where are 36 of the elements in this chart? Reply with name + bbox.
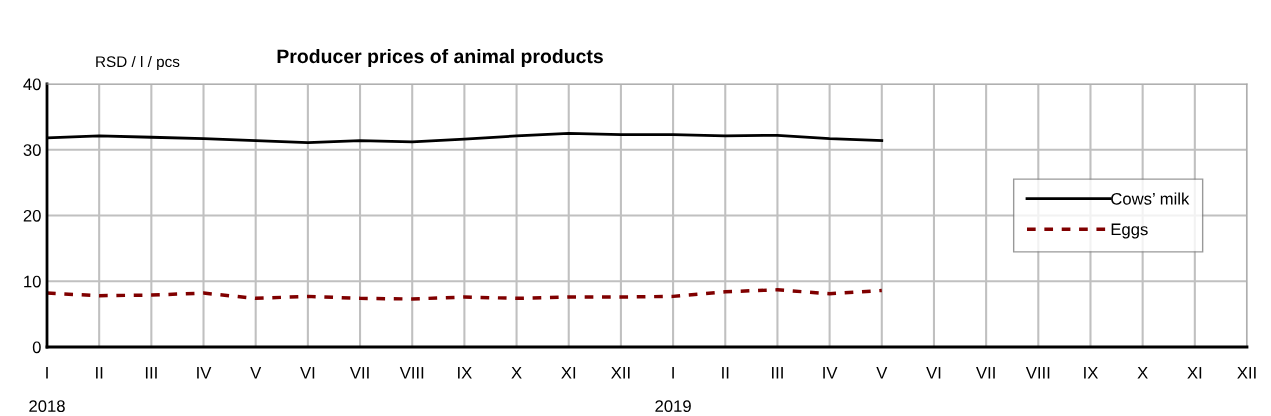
legend-label: Cows’ milk [1111,192,1190,205]
x-tick-label: IX [1084,367,1098,379]
x-tick-label: III [772,367,783,379]
x-tick-label: VIII [399,367,424,379]
x-tick-label: II [722,367,729,379]
x-tick-label: I [46,367,48,379]
x-tick-label: XI [1187,367,1202,379]
x-tick-label: XII [611,367,630,379]
x-tick-label: XI [561,367,576,379]
x-tick-label: XII [1237,367,1256,379]
x-tick-label: VIII [1025,367,1050,379]
x-tick-label: I [672,367,674,379]
y-tick-label: 30 [23,144,41,156]
x-tick-label: V [876,367,888,379]
y-tick-label: 0 [32,341,41,354]
chart-title: Producer prices of animal products [277,48,603,68]
y-tick-label: 10 [24,275,41,288]
x-tick-label: IV [197,367,212,379]
line-series [47,288,884,301]
y-tick-label: 40 [23,78,41,91]
legend-label: Eggs [1111,223,1148,239]
y-axis-title: RSD / l / pcs [96,55,180,71]
x-tick-label: IV [823,367,838,379]
text: 2019 [655,400,691,413]
x-tick-label: VI [300,367,315,379]
x-tick-label: VI [926,367,941,379]
x-tick-label: X [1137,367,1148,379]
x-tick-label: V [250,367,262,379]
x-tick-label: X [511,367,522,379]
x-tick-label: IX [458,367,472,379]
y-tick-label: 20 [23,209,41,222]
x-tick-label: II [96,367,103,379]
x-tick-label: VII [349,367,369,379]
text: 2018 [29,400,65,413]
x-tick-label: III [145,367,157,379]
x-tick-label: VII [976,367,995,379]
